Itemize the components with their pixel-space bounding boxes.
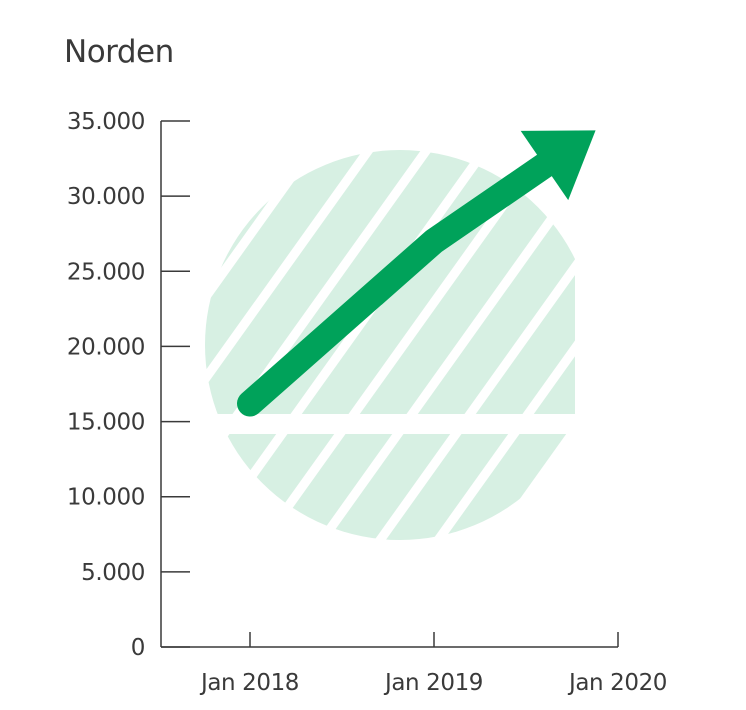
y-tick-label: 25.000 [67,259,145,285]
y-tick-label: 35.000 [67,109,145,135]
y-tick-label: 30.000 [67,184,145,210]
emblem-stripe [278,150,595,540]
emblem-stripe [205,150,594,540]
emblem-stripe [0,60,56,620]
emblem-stripe [642,60,746,620]
series-line [237,149,562,417]
x-tick-label: Jan 2019 [383,670,483,696]
series-arrowhead [520,130,596,201]
x-tick-label: Jan 2018 [199,670,299,696]
tick-marks [161,120,619,648]
emblem-stripe [205,150,478,540]
tick-labels: 0 5.000 10.000 15.000 20.000 25.000 30.000 35.0… [67,109,668,696]
y-tick-label: 0 [131,635,145,661]
y-tick-label: 15.000 [67,410,145,436]
x-tick-label: Jan 2020 [567,670,667,696]
axes [160,121,618,648]
chart-title: Norden [64,34,174,70]
emblem-stripe [700,60,746,620]
y-tick-label: 20.000 [67,334,145,360]
series-layer [237,130,596,417]
y-tick-label: 5.000 [81,560,145,586]
emblem-stripe [336,150,595,540]
y-tick-label: 10.000 [67,485,145,511]
